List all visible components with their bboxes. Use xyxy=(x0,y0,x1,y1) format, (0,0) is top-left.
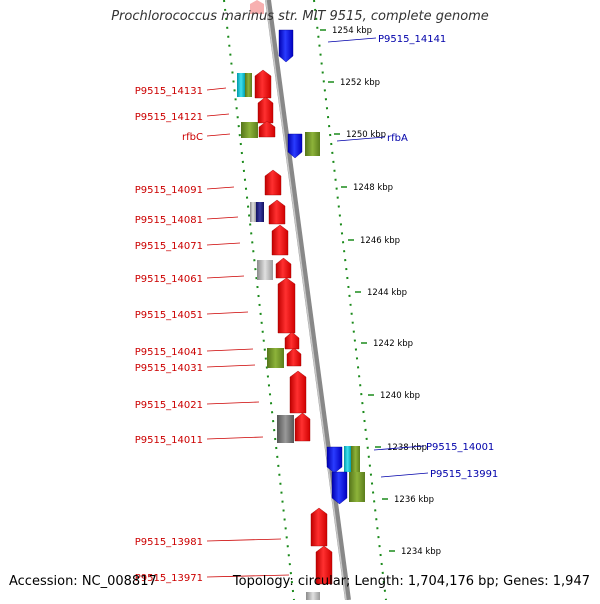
ruler-track-outer xyxy=(313,0,387,601)
gene-label-P9515_14031[interactable]: P9515_14031 xyxy=(135,363,203,374)
gene-label-P9515_14141[interactable]: P9515_14141 xyxy=(378,34,446,45)
ruler-tick-label: 1236 kbp xyxy=(394,495,434,505)
gene-label-P9515_14021[interactable]: P9515_14021 xyxy=(135,400,203,411)
label-leader-line xyxy=(206,311,249,315)
gene-arrow-P9515_14011[interactable] xyxy=(294,412,311,442)
feature-olive-block[interactable] xyxy=(351,446,360,472)
label-leader-line xyxy=(206,113,230,117)
label-leader-line xyxy=(206,364,256,368)
gene-arrow-P9515_14091[interactable] xyxy=(264,169,282,196)
ruler-tick-label: 1244 kbp xyxy=(367,288,407,298)
label-leader-line xyxy=(206,574,290,578)
ruler-tick-label: 1242 kbp xyxy=(373,339,413,349)
label-leader-line xyxy=(206,348,254,352)
ruler-tick-label: 1254 kbp xyxy=(332,26,372,36)
label-leader-line xyxy=(206,275,245,279)
feature-grey-P9515_14081[interactable] xyxy=(250,202,256,222)
label-leader-line xyxy=(206,401,260,405)
ruler-tick-label: 1246 kbp xyxy=(360,236,400,246)
topology-text: Topology: circular; Length: 1,704,176 bp… xyxy=(232,574,590,589)
gene-label-P9515_14121[interactable]: P9515_14121 xyxy=(135,112,203,123)
gene-label-P9515_14131[interactable]: P9515_14131 xyxy=(135,86,203,97)
label-leader-line xyxy=(373,445,425,451)
label-leader-line xyxy=(206,87,227,91)
label-leader-line xyxy=(206,538,282,542)
ruler-track-inner xyxy=(223,0,295,601)
gene-arrow-P9515_13981[interactable] xyxy=(310,507,328,547)
ruler-tick-label: 1250 kbp xyxy=(346,130,386,140)
label-leader-line xyxy=(206,133,231,137)
gene-arrow-P9515_14071[interactable] xyxy=(271,224,289,256)
gene-arrow-P9515_14061[interactable] xyxy=(275,257,292,279)
gene-block-P9515_14041[interactable] xyxy=(267,348,284,368)
gene-label-P9515_13971[interactable]: P9515_13971 xyxy=(135,573,203,584)
gene-label-P9515_14011[interactable]: P9515_14011 xyxy=(135,435,203,446)
ruler-tick-label: 1238 kbp xyxy=(387,443,427,453)
feature-cyan-block[interactable] xyxy=(344,446,351,472)
gene-block-P9515_14011[interactable] xyxy=(277,415,294,443)
label-leader-line xyxy=(380,472,429,478)
gene-block-P9515_13991[interactable] xyxy=(349,472,365,502)
gene-label-P9515_14041[interactable]: P9515_14041 xyxy=(135,347,203,358)
gene-arrow-P9515_13991[interactable] xyxy=(331,471,348,505)
map-title: Prochlorococcus marinus str. MIT 9515, c… xyxy=(111,9,489,24)
gene-label-rfbA[interactable]: rfbA xyxy=(387,133,408,144)
gene-label-P9515_14051[interactable]: P9515_14051 xyxy=(135,310,203,321)
label-leader-line xyxy=(206,186,235,190)
gene-arrow-P9515_14131[interactable] xyxy=(254,69,272,99)
feature-grey-P9515_14061[interactable] xyxy=(257,260,273,280)
gene-label-P9515_14061[interactable]: P9515_14061 xyxy=(135,274,203,285)
gene-block-rfbA[interactable] xyxy=(305,132,320,156)
label-leader-line xyxy=(336,136,386,142)
label-leader-line xyxy=(206,216,239,220)
feature-cyan-P9515_14131[interactable] xyxy=(237,73,245,97)
ruler-tick-label: 1240 kbp xyxy=(380,391,420,401)
label-leader-line xyxy=(206,436,264,440)
ruler-tick-label: 1248 kbp xyxy=(353,183,393,193)
gene-arrow-P9515_13971[interactable] xyxy=(315,545,333,585)
gene-arrow-P9515_14141[interactable] xyxy=(278,29,294,63)
label-leader-line xyxy=(206,242,241,246)
gene-arrow-P9515_14031[interactable] xyxy=(286,347,302,367)
gene-arrow-P9515_14001[interactable] xyxy=(326,446,343,474)
gene-label-P9515_13981[interactable]: P9515_13981 xyxy=(135,537,203,548)
gene-arrow-P9515_14121[interactable] xyxy=(257,96,274,124)
gene-label-rfbC[interactable]: rfbC xyxy=(182,132,203,143)
gene-block-rfbC[interactable] xyxy=(241,122,258,138)
ruler-tick-label: 1252 kbp xyxy=(340,78,380,88)
gene-label-P9515_14091[interactable]: P9515_14091 xyxy=(135,185,203,196)
feature-grey-bottom[interactable] xyxy=(306,592,320,600)
genome-backbone-highlight xyxy=(265,0,347,601)
label-leader-line xyxy=(327,37,377,43)
gene-arrow-rfbC[interactable] xyxy=(258,120,276,138)
gene-label-P9515_13991[interactable]: P9515_13991 xyxy=(430,469,498,480)
gene-arrow-P9515_14021[interactable] xyxy=(289,370,307,414)
gene-arrow-P9515_14041[interactable] xyxy=(284,331,300,350)
gene-label-P9515_14001[interactable]: P9515_14001 xyxy=(426,442,494,453)
gene-label-P9515_14081[interactable]: P9515_14081 xyxy=(135,215,203,226)
feature-olive-P9515_14131[interactable] xyxy=(245,73,252,97)
gene-arrow-faded[interactable] xyxy=(250,0,264,14)
feature-navy-P9515_14081[interactable] xyxy=(256,202,264,222)
ruler-tick-label: 1234 kbp xyxy=(401,547,441,557)
gene-arrow-P9515_14081[interactable] xyxy=(268,199,286,225)
gene-arrow-rfbA-part[interactable] xyxy=(287,133,303,159)
gene-label-P9515_14071[interactable]: P9515_14071 xyxy=(135,241,203,252)
gene-arrow-P9515_14051[interactable] xyxy=(277,277,296,334)
accession-text: Accession: NC_008817 xyxy=(9,574,157,589)
